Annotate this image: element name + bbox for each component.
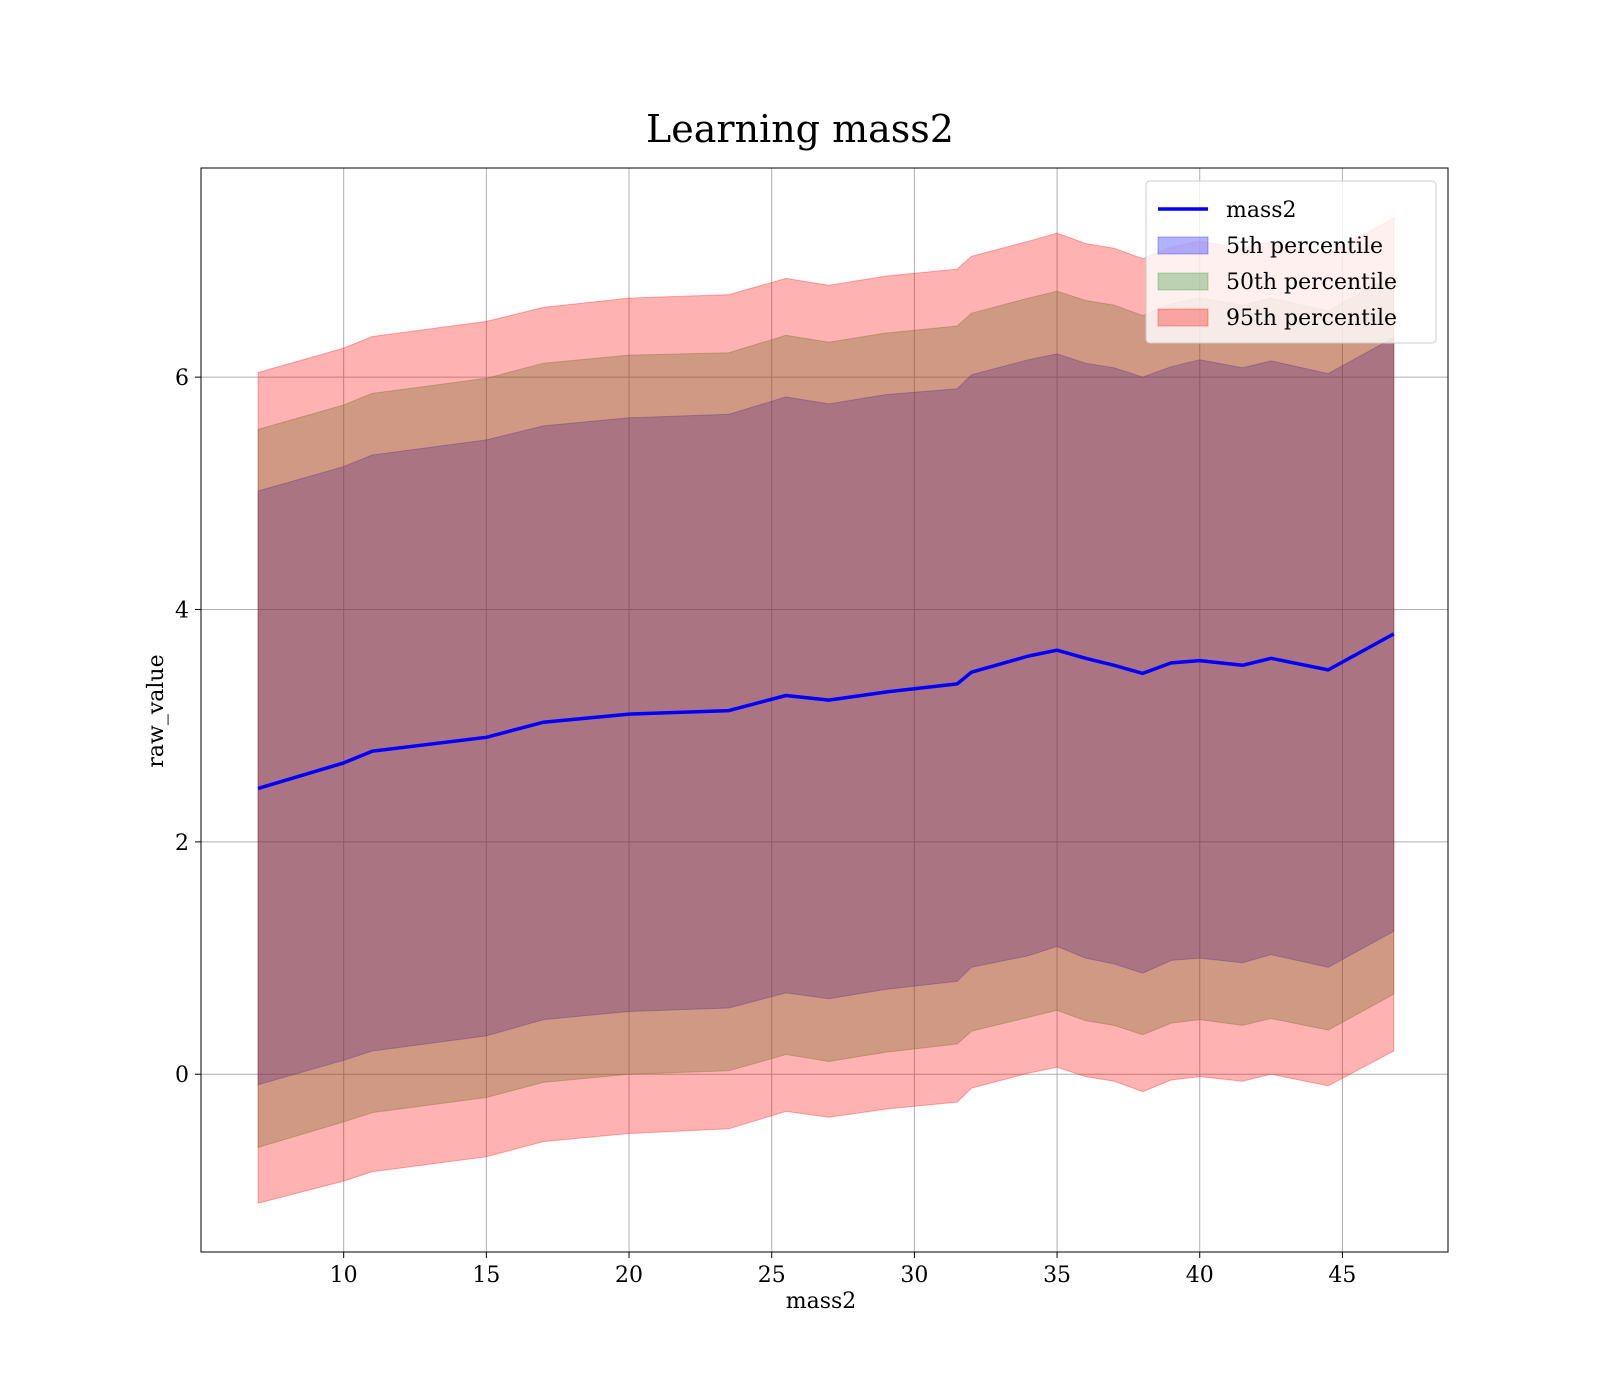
x-tick-label: 30 xyxy=(900,1263,928,1288)
legend-label: 50th percentile xyxy=(1226,270,1397,295)
y-tick-label: 6 xyxy=(175,366,189,391)
legend-box xyxy=(1145,180,1437,344)
legend-swatch-patch xyxy=(1157,272,1209,291)
band-50th-percentile xyxy=(257,274,1395,1149)
x-axis-label: mass2 xyxy=(786,1289,857,1314)
x-tick-label: 20 xyxy=(615,1263,643,1288)
grid-lines xyxy=(201,168,1448,1252)
x-tick-label: 45 xyxy=(1328,1263,1356,1288)
legend-swatch-patch xyxy=(1157,308,1209,327)
x-axis-ticks: 10 15 20 25 30 35 40 45 xyxy=(330,1252,1356,1288)
y-tick-label: 2 xyxy=(175,831,189,856)
band-95th-percentile xyxy=(257,217,1395,1204)
band-5th-percentile xyxy=(257,336,1395,1086)
legend-label: 95th percentile xyxy=(1226,306,1397,331)
y-tick-label: 4 xyxy=(175,599,189,624)
legend-label: mass2 xyxy=(1226,198,1297,223)
legend: mass2 5th percentile 50th percentile 95th p… xyxy=(1145,180,1437,344)
y-axis-ticks: 0 2 4 6 xyxy=(175,366,201,1088)
x-tick-label: 15 xyxy=(472,1263,500,1288)
legend-swatch-patch xyxy=(1157,236,1209,255)
y-axis-label: raw_value xyxy=(144,654,169,767)
percentile-bands xyxy=(257,217,1395,1204)
x-tick-label: 25 xyxy=(758,1263,786,1288)
chart-title: Learning mass2 xyxy=(646,107,954,151)
legend-label: 5th percentile xyxy=(1226,234,1383,259)
y-tick-label: 0 xyxy=(175,1063,189,1088)
x-tick-label: 35 xyxy=(1043,1263,1071,1288)
line-mass2 xyxy=(257,632,1395,791)
x-tick-label: 10 xyxy=(330,1263,358,1288)
series-lines xyxy=(257,632,1395,791)
plot-frame xyxy=(200,167,1449,1253)
x-tick-label: 40 xyxy=(1186,1263,1214,1288)
